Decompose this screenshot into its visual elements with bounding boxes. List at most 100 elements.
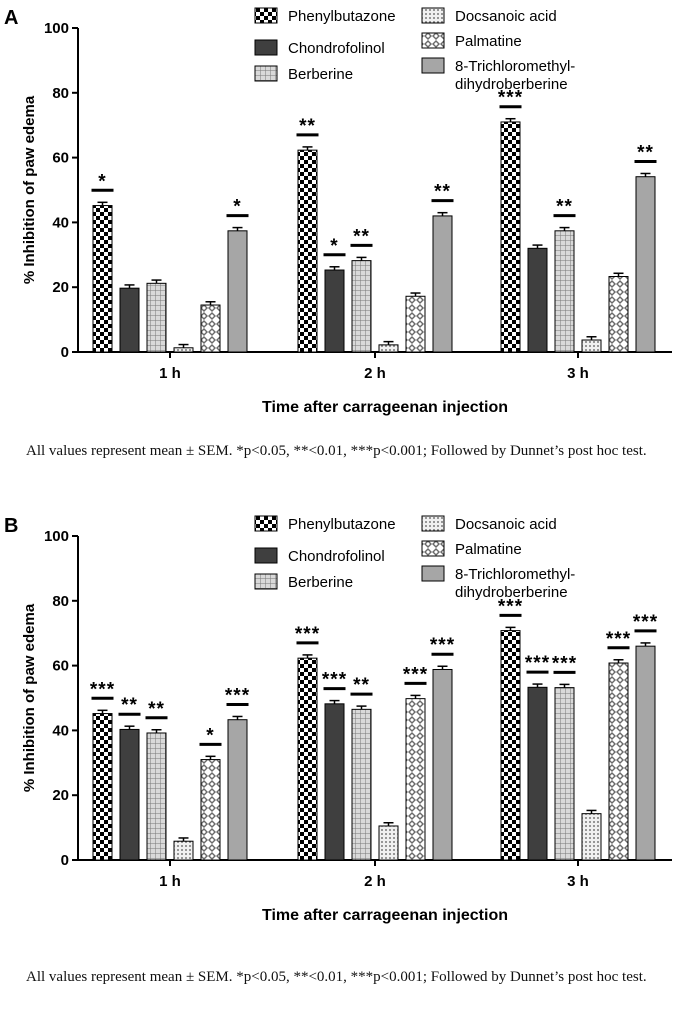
legend-label: Palmatine <box>455 33 522 50</box>
significance-label: *** <box>633 612 658 633</box>
legend-label: dihydroberberine <box>455 76 568 93</box>
x-tick-label: 1 h <box>159 873 181 890</box>
y-axis-label: % Inhibition of paw edema <box>21 603 38 792</box>
chart-panel-b: B 0 20 40 60 80 100 % Inhibition of paw edema Ti… <box>0 508 685 998</box>
x-axis-label: Time after carrageenan injection <box>262 907 508 924</box>
bar <box>432 215 453 353</box>
legend-swatch <box>254 547 278 564</box>
legend-swatch <box>421 565 445 582</box>
bar <box>500 121 521 353</box>
legend-label: 8-Trichloromethyl- <box>455 58 575 75</box>
y-tick-label: 100 <box>44 20 69 37</box>
bar <box>200 759 221 861</box>
legend-label: Berberine <box>288 574 353 591</box>
bar <box>405 295 426 353</box>
x-tick-label: 3 h <box>567 365 589 382</box>
legend-swatch <box>421 32 445 49</box>
significance-label: ** <box>121 695 138 716</box>
legend-label: Phenylbutazone <box>288 8 396 25</box>
bar <box>635 176 656 353</box>
significance-label: *** <box>430 635 455 656</box>
y-tick-label: 20 <box>52 787 69 804</box>
legend-swatch <box>421 7 445 24</box>
bar <box>297 657 318 861</box>
bar <box>92 713 113 861</box>
legend-label: dihydroberberine <box>455 584 568 601</box>
x-tick-label: 3 h <box>567 873 589 890</box>
bar-chart-b: B 0 20 40 60 80 100 % Inhibition of paw edema Ti… <box>4 515 672 924</box>
legend-swatch <box>421 57 445 74</box>
y-tick-label: 80 <box>52 85 69 102</box>
bar <box>378 344 399 353</box>
legend-label: Docsanoic acid <box>455 8 557 25</box>
significance-label: * <box>98 171 106 192</box>
x-axis-label: Time after carrageenan injection <box>262 399 508 416</box>
legend-swatch <box>254 65 278 82</box>
y-tick-label: 40 <box>52 722 69 739</box>
significance-label: *** <box>498 596 523 617</box>
legend-swatch <box>254 515 278 532</box>
y-axis-label: % Inhibition of paw edema <box>21 95 38 284</box>
bar <box>405 698 426 861</box>
bar <box>200 304 221 353</box>
legend-label: Berberine <box>288 66 353 83</box>
bar <box>635 645 656 861</box>
bar <box>324 269 345 353</box>
significance-label: *** <box>525 653 550 674</box>
bar <box>432 668 453 861</box>
y-tick-label: 60 <box>52 658 69 675</box>
bar <box>378 825 399 861</box>
bar <box>146 732 167 861</box>
y-tick-label: 0 <box>61 852 69 869</box>
significance-label: ** <box>299 116 316 137</box>
bar <box>500 630 521 861</box>
legend-swatch <box>254 39 278 56</box>
x-tick-label: 1 h <box>159 365 181 382</box>
significance-label: *** <box>552 653 577 674</box>
bar <box>554 230 575 353</box>
significance-label: ** <box>434 182 451 203</box>
significance-label: *** <box>498 88 523 109</box>
significance-label: * <box>206 725 214 746</box>
significance-label: ** <box>148 699 165 720</box>
panel-label-b: B <box>4 515 18 537</box>
bar <box>119 287 140 353</box>
bar <box>92 205 113 353</box>
significance-label: ** <box>353 675 370 696</box>
significance-label: *** <box>322 670 347 691</box>
bar <box>351 260 372 353</box>
bar <box>527 686 548 861</box>
bar <box>119 728 140 861</box>
bar <box>554 687 575 861</box>
bar <box>581 813 602 861</box>
legend-label: Chondrofolinol <box>288 548 385 565</box>
caption-a: All values represent mean ± SEM. *p<0.05… <box>26 443 647 459</box>
bar <box>608 662 629 861</box>
significance-label: *** <box>403 664 428 685</box>
bar <box>581 339 602 353</box>
y-tick-label: 20 <box>52 279 69 296</box>
legend-swatch <box>421 540 445 557</box>
y-tick-label: 0 <box>61 344 69 361</box>
significance-label: * <box>330 236 338 257</box>
caption-b: All values represent mean ± SEM. *p<0.05… <box>26 969 647 985</box>
x-tick-label: 2 h <box>364 873 386 890</box>
chart-panel-a: A 0 20 40 60 80 100 % Inhibition of paw edema Ti… <box>0 0 685 490</box>
y-tick-label: 80 <box>52 593 69 610</box>
bar-chart-a: A 0 20 40 60 80 100 % Inhibition of paw edema Ti… <box>4 7 672 416</box>
significance-label: ** <box>556 197 573 218</box>
legend-label: Phenylbutazone <box>288 516 396 533</box>
bar <box>527 247 548 353</box>
legend-swatch <box>254 7 278 24</box>
bar <box>608 276 629 353</box>
significance-label: ** <box>353 226 370 247</box>
bar <box>227 719 248 861</box>
legend-label: Docsanoic acid <box>455 516 557 533</box>
y-tick-label: 100 <box>44 528 69 545</box>
bar <box>351 708 372 861</box>
bar <box>324 703 345 861</box>
x-tick-label: 2 h <box>364 365 386 382</box>
y-tick-label: 40 <box>52 214 69 231</box>
bar <box>173 347 194 353</box>
bar <box>146 282 167 353</box>
